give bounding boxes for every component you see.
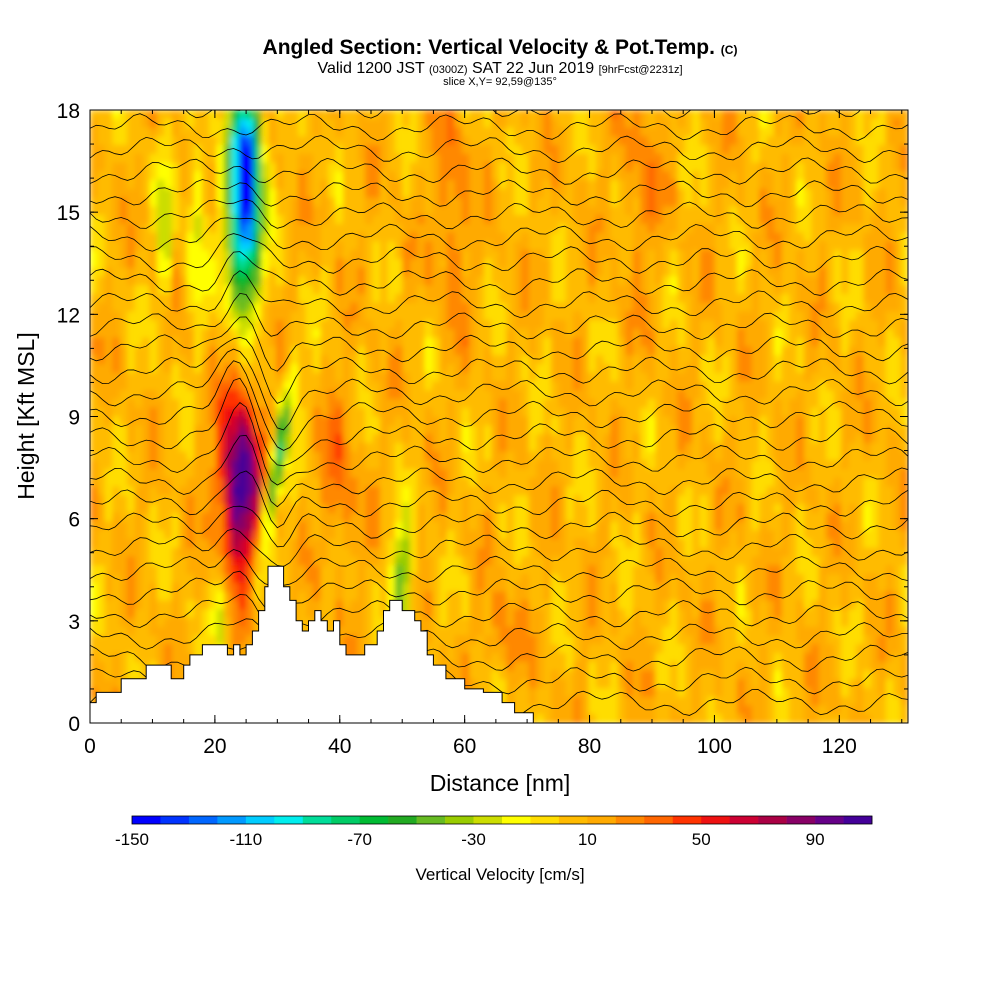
theta-contour (90, 528, 908, 567)
chart-subtitle: Valid 1200 JST (0300Z) SAT 22 Jun 2019 [… (0, 60, 1000, 78)
colorbar-swatch (245, 816, 275, 824)
y-tick-label: 15 (57, 202, 80, 225)
valid-time: Valid 1200 JST (317, 60, 425, 77)
x-tick-label: 120 (822, 735, 857, 758)
x-axis-label: Distance [nm] (430, 770, 571, 796)
theta-contour (90, 618, 908, 651)
colorbar-swatch (445, 816, 474, 824)
chart-title: Angled Section: Vertical Velocity & Pot.… (0, 36, 1000, 60)
y-tick-label: 18 (57, 100, 80, 123)
theta-contour (90, 292, 908, 341)
colorbar-label: 90 (806, 830, 825, 849)
x-tick-label: 60 (453, 735, 476, 758)
theta-contour (90, 233, 908, 274)
axes: 0 20 40 60 80 100 120 0 3 6 9 12 15 18 (57, 100, 908, 758)
theta-contour (90, 336, 908, 404)
forecast-info: [9hrFcst@2231z] (598, 64, 683, 76)
colorbar-label: -70 (347, 830, 372, 849)
theta-contour (90, 135, 908, 164)
x-tick-label: 100 (697, 735, 732, 758)
theta-contour (90, 251, 908, 296)
theta-contour (90, 360, 908, 451)
colorbar-swatch (274, 816, 304, 824)
chart-title-suffix: (C) (720, 43, 738, 57)
velocity-field (90, 110, 908, 723)
utc-time: (0300Z) (428, 64, 468, 76)
theta-contour (90, 570, 908, 611)
theta-contour (184, 110, 861, 119)
y-tick-label: 12 (57, 304, 80, 327)
colorbar-swatch (331, 816, 360, 824)
y-tick-label: 6 (68, 509, 80, 532)
colorbar-swatch (416, 816, 446, 824)
theta-contour (90, 217, 908, 252)
theta-contour (90, 377, 908, 467)
theta-contour (90, 434, 908, 508)
theta-contour (90, 270, 908, 319)
colorbar-swatch (672, 816, 702, 824)
x-tick-label: 20 (203, 735, 226, 758)
y-tick-label: 9 (68, 407, 80, 430)
colorbar-label: -110 (229, 830, 262, 849)
colorbar-swatch (302, 816, 332, 824)
terrain-profile (90, 565, 540, 723)
colorbar: -150 -110 -70 -30 10 50 90 (115, 815, 873, 849)
colorbar-label: -30 (461, 830, 486, 849)
colorbar-swatch (217, 816, 247, 824)
colorbar-label: -150 (115, 830, 149, 849)
valid-date: SAT 22 Jun 2019 (471, 60, 595, 77)
x-tick-label: 80 (578, 735, 601, 758)
y-tick-label: 0 (68, 713, 80, 736)
theta-contour (90, 401, 908, 486)
theta-contour (90, 470, 908, 529)
y-tick-label: 3 (68, 611, 80, 634)
x-tick-label: 0 (84, 735, 96, 758)
colorbar-swatch (160, 816, 190, 824)
colorbar-label: 10 (578, 830, 597, 849)
x-tick-label: 40 (328, 735, 351, 758)
theta-contour (90, 505, 908, 548)
colorbar-swatch (758, 816, 787, 824)
terrain (90, 565, 540, 723)
colorbar-swatch (132, 816, 161, 824)
colorbar-swatch (615, 816, 645, 824)
theta-contour (90, 548, 908, 587)
theta-contour (90, 198, 908, 230)
theta-contours (90, 110, 908, 717)
colorbar-swatch (530, 816, 560, 824)
colorbar-swatch (558, 816, 588, 824)
colorbar-swatch (815, 816, 844, 824)
colorbar-swatch (359, 816, 389, 824)
colorbar-swatch (843, 816, 873, 824)
theta-contour (90, 157, 908, 185)
slice-info: slice X,Y= 92,59@135° (443, 76, 557, 88)
colorbar-swatch (502, 816, 531, 824)
colorbar-title: Vertical Velocity [cm/s] (415, 865, 584, 884)
colorbar-label: 50 (692, 830, 711, 849)
colorbar-swatch (701, 816, 730, 824)
theta-contour (90, 348, 908, 431)
colorbar-swatch (644, 816, 674, 824)
colorbar-swatch (188, 816, 218, 824)
colorbar-swatch (729, 816, 759, 824)
theta-contour (90, 316, 908, 372)
theta-contour (90, 113, 908, 141)
colorbar-swatch (587, 816, 617, 824)
theta-contour (90, 594, 908, 631)
colorbar-swatch (473, 816, 503, 824)
chart-title-text: Angled Section: Vertical Velocity & Pot.… (262, 36, 715, 59)
colorbar-swatch (786, 816, 816, 824)
colorbar-swatch (388, 816, 417, 824)
y-axis-label: Height [Kft MSL] (13, 332, 39, 499)
theta-contour (90, 179, 908, 208)
